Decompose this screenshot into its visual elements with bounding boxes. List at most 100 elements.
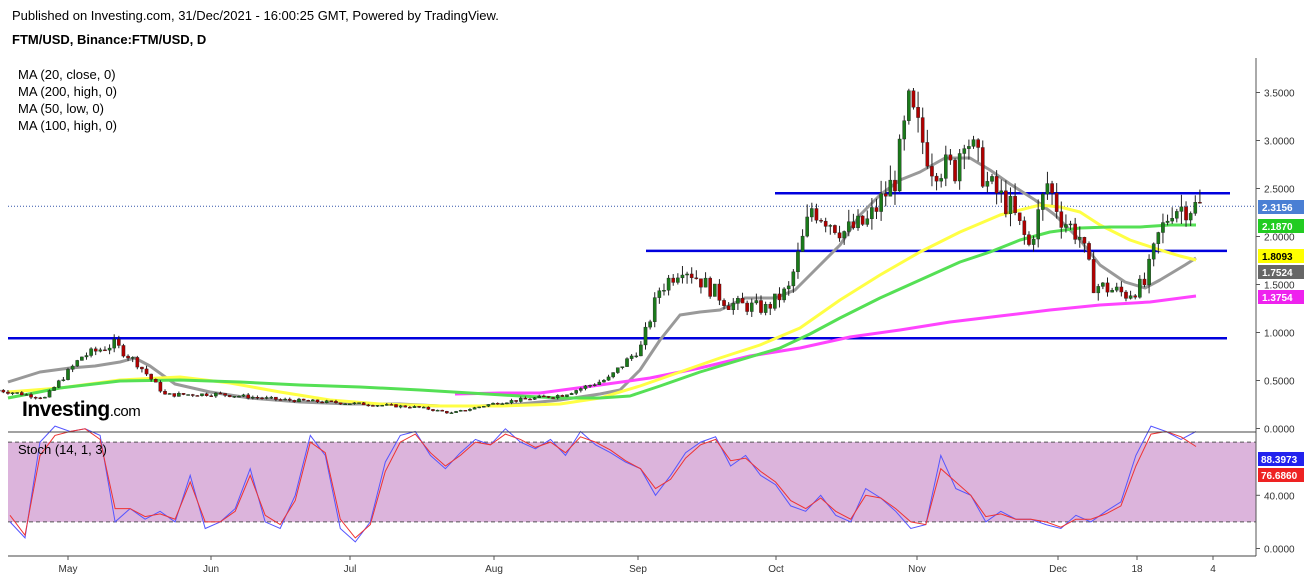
candle-body <box>1174 211 1179 219</box>
candle-body <box>278 399 283 401</box>
candle-body <box>985 181 990 187</box>
candle-body <box>394 404 398 408</box>
ma-line <box>7 223 1196 400</box>
candle-body <box>1 389 6 393</box>
candle-body <box>1036 209 1040 240</box>
candle-body <box>1147 258 1151 286</box>
candle-body <box>255 397 260 399</box>
candle-body <box>389 404 394 406</box>
x-tick-label: 18 <box>1131 564 1143 575</box>
candle-body <box>1110 289 1114 293</box>
candle-body <box>126 355 130 359</box>
price-label-bg <box>1258 200 1304 214</box>
candle-body <box>699 278 703 288</box>
candle-body <box>1133 295 1138 298</box>
candle-body <box>130 357 135 359</box>
candle-body <box>306 400 311 402</box>
candle-body <box>482 406 486 408</box>
candle-body <box>883 193 888 197</box>
candle-body <box>611 372 615 378</box>
stoch-panel: 0.0000 40.000 88.3973 76.6860 <box>8 425 1304 556</box>
candle-body <box>1045 183 1050 195</box>
candle-body <box>944 154 948 179</box>
candle-body <box>301 398 306 401</box>
candle-body <box>343 403 348 406</box>
candle-body <box>588 385 592 387</box>
candle-body <box>398 405 403 408</box>
candle-body <box>689 273 694 279</box>
legend-item-ma200[interactable]: MA (200, high, 0) <box>18 84 117 99</box>
candle-body <box>523 397 528 400</box>
candle-body <box>888 179 893 197</box>
candle-body <box>1138 278 1142 298</box>
y-tick-label: 0.5000 <box>1264 377 1295 388</box>
candle-body <box>352 402 357 405</box>
price-label: 2.3156 <box>1262 203 1293 214</box>
stoch-value-label: 76.6860 <box>1261 471 1298 482</box>
candle-body <box>227 395 232 398</box>
candle-body <box>366 404 371 407</box>
candle-body <box>1151 243 1156 260</box>
candle-body <box>1050 183 1054 194</box>
candle-body <box>190 394 195 396</box>
stoch-band-fill <box>8 442 1256 522</box>
candle-body <box>371 405 375 407</box>
candle-body <box>107 347 112 351</box>
candle-body <box>740 298 745 304</box>
candle-body <box>338 402 343 405</box>
candle-body <box>643 326 648 346</box>
candle-body <box>602 380 606 383</box>
x-tick-label: May <box>59 564 78 575</box>
candle-body <box>195 395 200 397</box>
candle-body <box>435 409 440 412</box>
stoch-title[interactable]: Stoch (14, 1, 3) <box>18 442 107 457</box>
candle-body <box>731 303 736 311</box>
candle-body <box>865 218 870 225</box>
legend-item-ma100[interactable]: MA (100, high, 0) <box>18 118 117 133</box>
candle-body <box>1124 291 1128 299</box>
candle-body <box>879 193 883 212</box>
candle-body <box>551 397 555 399</box>
candle-body <box>315 399 320 403</box>
candle-body <box>200 393 204 396</box>
candle-body <box>218 392 223 395</box>
candle-body <box>759 300 763 313</box>
ma-line <box>7 156 1197 408</box>
candle-body <box>574 390 578 394</box>
candle-body <box>990 176 994 182</box>
candle-body <box>897 138 902 192</box>
candle-body <box>555 395 560 398</box>
candle-body <box>976 139 980 148</box>
candle-body <box>380 405 384 407</box>
candle-body <box>375 405 380 407</box>
candle-body <box>528 398 532 401</box>
candle-body <box>426 406 431 410</box>
candle-body <box>860 215 865 225</box>
candle-body <box>615 367 620 373</box>
candle-body <box>445 411 449 414</box>
candle-body <box>893 179 897 192</box>
x-tick-label: Jul <box>344 564 357 575</box>
candle-body <box>805 216 809 237</box>
candle-body <box>204 393 209 396</box>
candle-body <box>800 235 805 252</box>
candle-body <box>810 208 814 218</box>
candle-body <box>468 409 472 411</box>
candle-body <box>1013 196 1017 214</box>
stoch-line <box>9 428 1197 539</box>
legend-item-ma50[interactable]: MA (50, low, 0) <box>18 101 104 116</box>
candle-body <box>980 147 985 187</box>
candle-body <box>56 380 61 388</box>
legend-item-ma20[interactable]: MA (20, close, 0) <box>18 67 116 82</box>
candle-body <box>777 293 782 301</box>
candle-body <box>232 396 237 398</box>
x-tick-label: Jun <box>203 564 219 575</box>
candle-body <box>103 349 107 352</box>
y-tick-label: 2.0000 <box>1264 233 1295 244</box>
candle-body <box>680 274 685 279</box>
symbol-title: FTM/USD, Binance:FTM/USD, D <box>12 32 207 47</box>
candle-body <box>597 381 602 385</box>
candle-body <box>1073 223 1077 240</box>
candle-body <box>486 404 491 407</box>
